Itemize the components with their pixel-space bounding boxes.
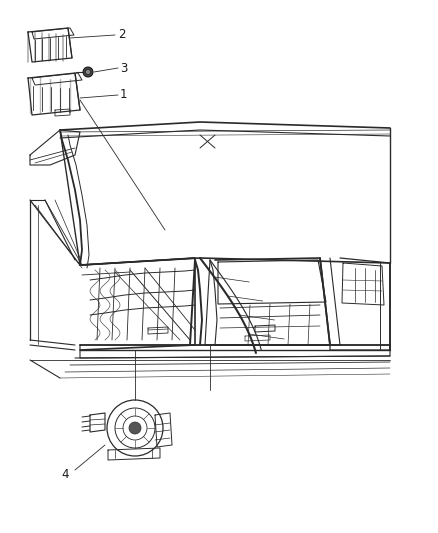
Text: 3: 3	[120, 61, 127, 75]
Text: 4: 4	[61, 469, 69, 481]
Circle shape	[85, 69, 91, 75]
Circle shape	[129, 422, 141, 434]
Circle shape	[83, 67, 93, 77]
Text: 2: 2	[118, 28, 126, 42]
Text: 1: 1	[120, 88, 127, 101]
